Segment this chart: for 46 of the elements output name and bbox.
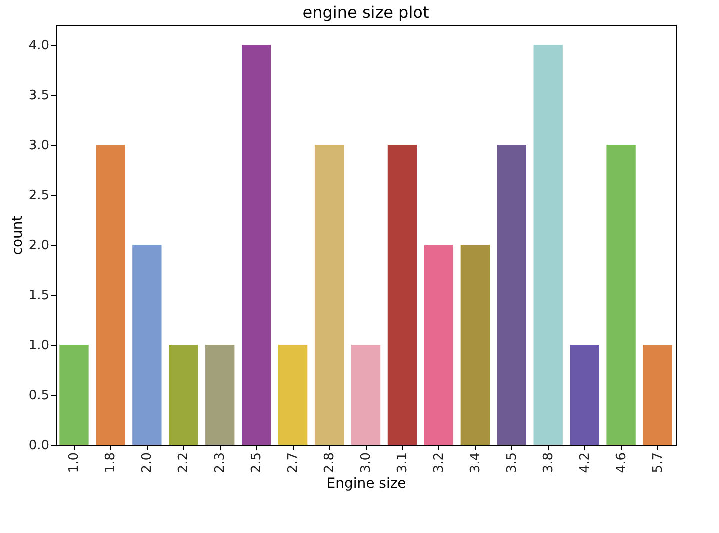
y-tick-label: 3.5 [28, 88, 50, 104]
x-tick-label: 5.7 [650, 452, 666, 474]
x-tick-label: 2.5 [250, 452, 265, 474]
bar [497, 145, 526, 445]
x-tick-label: 2.7 [286, 452, 302, 474]
bar [278, 345, 308, 445]
x-tick-label: 3.0 [359, 452, 374, 474]
y-tick-label: 4.0 [28, 38, 50, 54]
bar [314, 145, 344, 445]
bar [424, 245, 454, 445]
x-tick-label: 3.4 [468, 452, 484, 474]
x-tick-label: 3.1 [395, 452, 410, 474]
x-tick-label: 3.2 [432, 452, 447, 474]
x-tick-label: 2.2 [176, 452, 192, 474]
chart-title: engine size plot [302, 3, 430, 22]
y-tick-label: 0.0 [28, 438, 50, 454]
bar [570, 345, 600, 445]
x-tick-label: 1.8 [104, 452, 119, 474]
x-tick-label: 4.6 [614, 452, 630, 474]
x-tick-label: 1.0 [67, 452, 82, 474]
bar [169, 345, 198, 445]
y-tick-label: 1.0 [28, 338, 50, 354]
bar [132, 245, 162, 445]
bar [242, 45, 272, 445]
bar [643, 345, 672, 445]
y-axis-title: count [10, 215, 26, 256]
y-tick-label: 1.5 [28, 288, 50, 304]
x-tick-label: 3.8 [541, 452, 556, 474]
x-tick-label: 4.2 [578, 452, 593, 474]
x-tick-label: 2.8 [322, 452, 338, 474]
y-tick-label: 0.5 [28, 388, 50, 404]
x-axis-title: Engine size [326, 476, 406, 492]
bar [460, 245, 490, 445]
bar [534, 45, 563, 445]
x-tick-label: 2.0 [140, 452, 156, 474]
x-tick-label: 2.3 [213, 452, 228, 474]
bar [96, 145, 126, 445]
y-tick-label: 2.0 [28, 238, 50, 254]
bar [206, 345, 235, 445]
y-tick-label: 2.5 [28, 188, 50, 204]
bar [606, 145, 636, 445]
bar [388, 145, 418, 445]
x-tick-label: 3.5 [504, 452, 520, 474]
y-tick-label: 3.0 [28, 138, 50, 154]
bar [351, 345, 381, 445]
bar [60, 345, 89, 445]
